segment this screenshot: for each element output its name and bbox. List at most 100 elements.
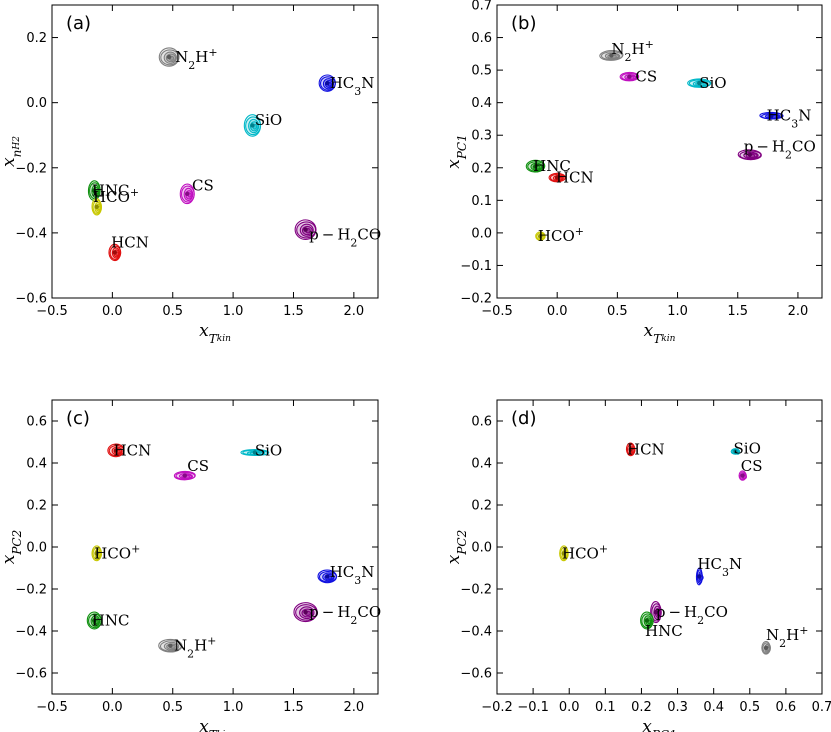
- species-label-hnc: HNC: [533, 157, 571, 175]
- data-point: [182, 473, 188, 478]
- contour-p-h2co: [293, 602, 318, 623]
- data-point: [94, 551, 99, 556]
- contour-sio: [240, 449, 270, 456]
- contour-hnc: [640, 611, 654, 630]
- y-tick-label: −0.6: [15, 292, 47, 307]
- y-axis-label: xPC2: [444, 530, 469, 564]
- y-axis-label: xPC2: [0, 530, 24, 564]
- x-tick-label: 1.0: [223, 304, 244, 319]
- species-label-hco-: HCO+: [93, 186, 139, 207]
- x-tick-label: 0.6: [776, 700, 797, 715]
- x-tick-label: 1.5: [283, 304, 304, 319]
- data-point: [252, 450, 258, 455]
- data-point: [113, 448, 119, 453]
- contour-hnc: [86, 611, 102, 630]
- contour-hcn: [108, 243, 122, 262]
- x-tick-label: 1.0: [667, 304, 688, 319]
- contour-p-h2co: [294, 219, 317, 240]
- data-point: [769, 113, 774, 118]
- y-tick-label: −0.2: [460, 583, 492, 598]
- contour-cs: [738, 470, 747, 481]
- x-tick-label: 0.5: [607, 304, 628, 319]
- species-label-p-h2co: p − H2CO: [656, 603, 728, 627]
- x-tick-label: 0.2: [631, 700, 652, 715]
- x-tick-label: 2.0: [344, 700, 365, 715]
- contour-hco-: [91, 198, 103, 216]
- x-tick-label: 0.0: [559, 700, 580, 715]
- x-tick-label: −0.5: [36, 700, 68, 715]
- data-point: [303, 227, 308, 232]
- y-tick-label: 0.4: [26, 457, 47, 472]
- species-label-hnc: HNC: [645, 622, 683, 640]
- y-tick-label: 0.4: [471, 457, 492, 472]
- species-label-hc3n: HC3N: [330, 563, 375, 587]
- panel-c: −0.5 0.0 0.5 1.0 1.5 2.0 −0.6 −0.4 −0.2 0.0 0.2 0.4…: [0, 399, 381, 732]
- contour-hcn: [107, 443, 125, 458]
- data-point: [747, 152, 752, 157]
- species-label-hco-: HCO+: [562, 542, 608, 563]
- contour-hco-: [559, 545, 569, 562]
- species-label-hcn: HCN: [556, 169, 594, 187]
- y-tick-label: 0.4: [471, 96, 492, 111]
- contour-sio: [730, 448, 741, 455]
- contour-layer: [525, 50, 784, 241]
- y-tick-label: 0.5: [471, 64, 492, 79]
- panel-a: −0.5 0.0 0.5 1.0 1.5 2.0 −0.6 −0.4 −0.2 0.0 0.2 (a)…: [0, 4, 381, 346]
- contour-hc3n: [695, 567, 704, 586]
- y-tick-label: 0.6: [26, 415, 47, 430]
- panel-label: (a): [66, 13, 91, 34]
- contour-hnc: [87, 180, 101, 201]
- contour-cs: [619, 71, 640, 82]
- y-tick-label: −0.2: [460, 292, 492, 307]
- y-tick-label: 0.2: [26, 31, 47, 46]
- species-label-n2h-: N2H+: [175, 46, 217, 72]
- y-tick-label: 0.0: [26, 541, 47, 556]
- species-label-hc3n: HC3N: [697, 555, 742, 579]
- contour-p-h2co: [650, 601, 662, 624]
- data-point: [609, 53, 614, 58]
- species-label-hnc: HNC: [92, 182, 130, 200]
- x-tick-label: 1.5: [727, 304, 748, 319]
- data-point: [92, 618, 97, 623]
- species-label-hc3n: HC3N: [330, 74, 375, 98]
- y-tick-label: 0.2: [26, 499, 47, 514]
- data-point: [697, 80, 702, 86]
- contour-hc3n: [317, 569, 338, 584]
- y-tick-label: 0.1: [471, 194, 492, 209]
- y-tick-label: 0.6: [471, 415, 492, 430]
- contour-n2h-: [761, 640, 771, 655]
- species-label-sio: SiO: [734, 439, 761, 457]
- x-tick-label: −0.5: [481, 304, 513, 319]
- species-label-hnc: HNC: [92, 612, 130, 630]
- x-tick-label: 0.5: [739, 700, 760, 715]
- data-point: [303, 609, 308, 615]
- data-point: [554, 175, 560, 180]
- y-tick-label: −0.2: [15, 583, 47, 598]
- y-tick-label: −0.1: [460, 259, 492, 274]
- data-point: [627, 74, 632, 79]
- data-point: [763, 645, 769, 650]
- contour-cs: [179, 183, 195, 205]
- panel-d: −0.2 −0.1 0.0 0.1 0.2 0.3 0.4 0.5 0.6 0.7 −0.6 −0.4…: [444, 399, 831, 732]
- species-label-p-h2co: p − H2CO: [309, 226, 381, 250]
- species-label-hc3n: HC3N: [767, 107, 812, 131]
- y-axis-label: xPC1: [444, 134, 469, 168]
- species-label-cs: CS: [192, 177, 214, 195]
- panel-label: (d): [511, 408, 536, 429]
- x-tick-label: 0.1: [595, 700, 616, 715]
- y-tick-label: 0.0: [471, 541, 492, 556]
- y-tick-label: −0.4: [15, 226, 47, 241]
- data-point: [92, 188, 97, 193]
- x-tick-label: −0.2: [481, 700, 513, 715]
- x-tick-label: −0.5: [36, 304, 68, 319]
- species-label-cs: CS: [187, 457, 209, 475]
- species-label-hco-: HCO+: [94, 542, 140, 563]
- contour-hc3n: [759, 111, 784, 120]
- contour-n2h-: [599, 50, 624, 61]
- y-tick-label: 0.0: [471, 226, 492, 241]
- data-point: [561, 551, 567, 556]
- contour-layer: [87, 47, 336, 262]
- y-tick-label: −0.6: [460, 667, 492, 682]
- x-tick-label: 2.0: [344, 304, 365, 319]
- species-label-n2h-: N2H+: [611, 37, 653, 63]
